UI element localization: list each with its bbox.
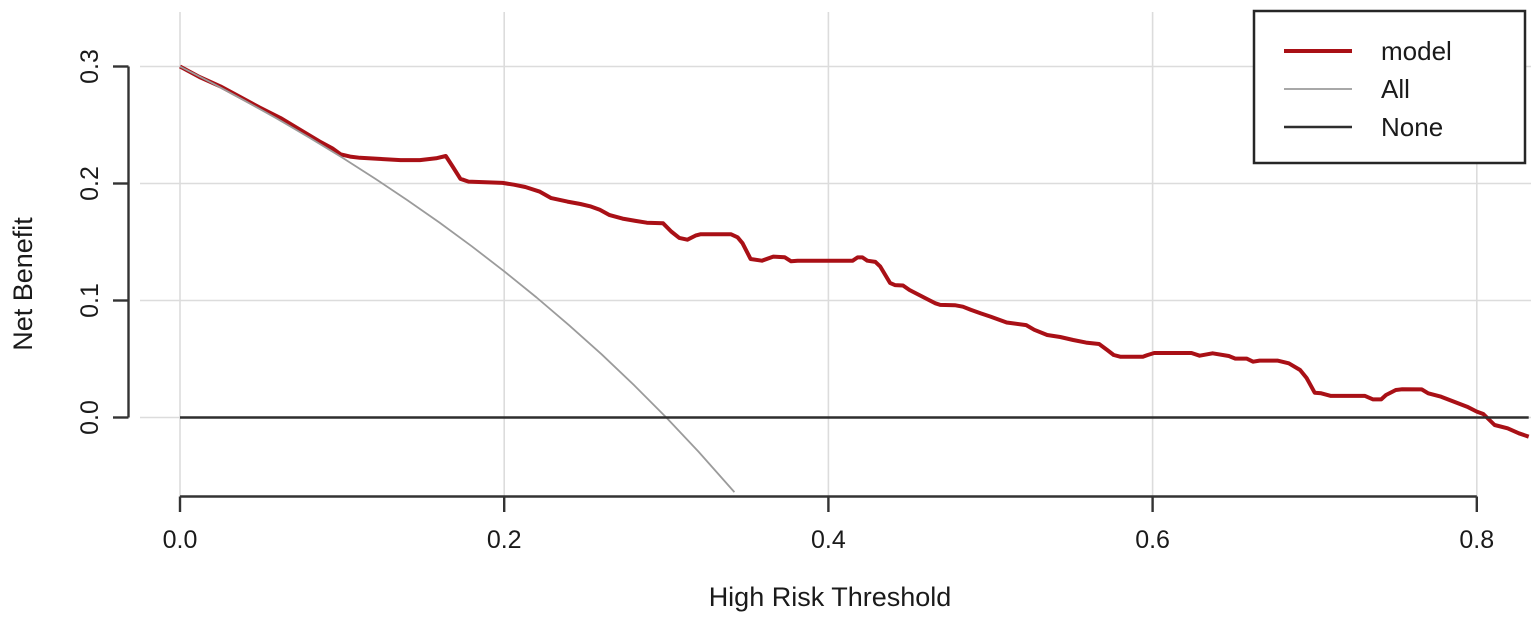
series-layer: [179, 64, 1530, 493]
legend-item-model: model: [1284, 36, 1452, 66]
y-tick-label: 0.2: [76, 166, 104, 201]
legend-item-all: All: [1284, 74, 1410, 104]
legend-item-none: None: [1284, 112, 1443, 142]
legend-label-none: None: [1381, 112, 1443, 142]
legend-label-model: model: [1381, 36, 1452, 66]
legend-label-all: All: [1381, 74, 1410, 104]
y-axis-title: Net Benefit: [8, 217, 38, 351]
y-tick-label: 0.1: [76, 283, 104, 318]
y-tick-label: 0.3: [76, 49, 104, 84]
series-line-all: [179, 65, 736, 493]
x-tick-label: 0.2: [487, 526, 522, 554]
x-axis-title: High Risk Threshold: [709, 582, 952, 612]
x-tick-label: 0.4: [811, 526, 846, 554]
legend-box: [1252, 9, 1527, 165]
axes-layer: [113, 65, 1479, 512]
y-tick-label: 0.0: [76, 400, 104, 435]
x-tick-label: 0.6: [1135, 526, 1170, 554]
tick-labels-layer: 0.0 0.1 0.2 0.3 0.0 0.2 0.4 0.6 0.8: [76, 49, 1494, 554]
x-tick-label: 0.8: [1459, 526, 1494, 554]
x-tick-label: 0.0: [163, 526, 198, 554]
series-line-model: [179, 64, 1530, 439]
legend: model All None: [1252, 9, 1527, 165]
